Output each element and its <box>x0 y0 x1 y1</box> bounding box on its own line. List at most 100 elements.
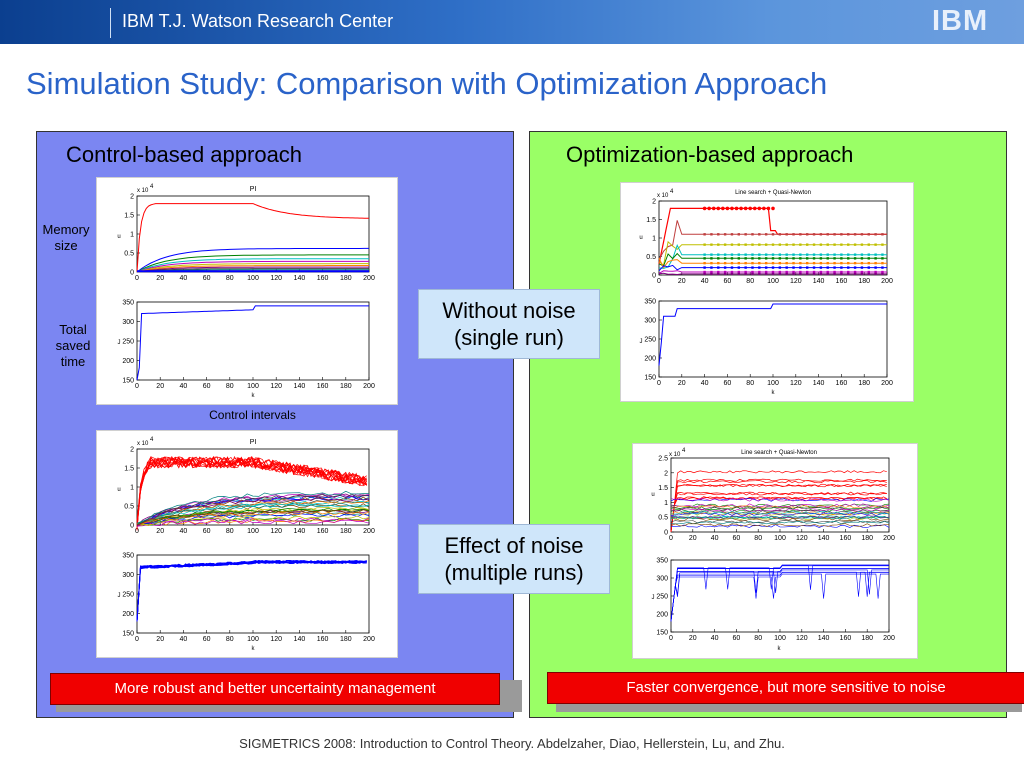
plot-b-title: PI <box>250 439 257 446</box>
plot-c-red-marker <box>766 206 771 211</box>
plot-d-top-xtick-label: 160 <box>840 535 852 542</box>
plot-c-top-xtick-label: 160 <box>836 278 848 285</box>
effect-of-noise-callout: Effect of noise (multiple runs) <box>418 524 610 594</box>
plot-c-marker <box>806 270 809 274</box>
plot-c-marker <box>703 233 706 236</box>
plot-b-bottom-ytick-label: 150 <box>122 631 134 638</box>
plot-c-red-marker <box>762 206 766 211</box>
plot-c-marker <box>730 270 734 274</box>
plot-c-marker <box>703 253 706 256</box>
plot-c-red-marker <box>771 206 775 211</box>
effect-of-noise-text: Effect of noise (multiple runs) <box>444 533 584 585</box>
plot-c-marker <box>703 272 706 276</box>
plot-b-run <box>136 490 369 524</box>
plot-c-marker <box>758 257 761 260</box>
without-noise-text: Without noise (single run) <box>442 298 576 350</box>
plot-b-bottom-xtick-label: 160 <box>317 636 329 643</box>
plot-c-marker <box>826 266 829 269</box>
plot-a-bottom-xtick-label: 80 <box>226 383 234 390</box>
plot-c-marker <box>778 261 782 265</box>
plot-c-marker <box>826 253 829 256</box>
plot-b-run <box>136 496 370 527</box>
plot-c-marker <box>737 257 740 260</box>
plot-c-marker <box>881 272 884 276</box>
plot-c-marker <box>785 257 788 260</box>
plot-c-marker <box>723 253 727 256</box>
optimization-bottom-bar: Faster convergence, but more sensitive t… <box>547 672 1024 704</box>
plot-d-run <box>670 517 890 522</box>
plot-b-j-run <box>136 560 367 622</box>
plot-c-top-xtick-label: 140 <box>813 278 825 285</box>
plot-c-marker <box>860 257 864 260</box>
plot-c-marker <box>723 257 727 260</box>
plot-d-run <box>671 505 890 509</box>
plot-c-bottom-xtick-label: 0 <box>657 380 661 387</box>
plot-c-j-series <box>658 303 887 366</box>
plot-c-bottom-xtick-label: 200 <box>881 380 893 387</box>
plot-c-marker <box>860 270 864 274</box>
plot-a-top-xtick-label: 140 <box>294 275 306 282</box>
plot-c-marker <box>723 266 727 269</box>
plot-c-marker <box>812 266 816 269</box>
plot-c-marker <box>819 253 823 256</box>
plot-c-marker <box>867 266 870 269</box>
plot-d-bottom-xtick-label: 0 <box>669 635 673 642</box>
control-noise-plot: PI x 10 4 0 0.5 1 1.5 2 0 20 40 60 80 100 120 140 160 180… <box>96 430 398 658</box>
plot-c-marker <box>751 233 754 236</box>
plot-c-marker <box>853 233 857 236</box>
plot-c-red-marker <box>707 206 711 211</box>
plot-c-marker <box>881 253 884 256</box>
plot-a-exp: 4 <box>150 184 154 190</box>
plot-c-marker <box>737 243 740 246</box>
plot-c-marker <box>717 270 720 274</box>
plot-c-marker <box>812 253 816 256</box>
plot-b-run <box>136 503 370 525</box>
plot-c-marker <box>792 253 795 256</box>
without-noise-callout: Without noise (single run) <box>418 289 600 359</box>
plot-c-marker <box>723 272 727 276</box>
plot-b-bottom-xtick-label: 100 <box>247 636 259 643</box>
plot-a-series-6 <box>136 266 369 273</box>
plot-c-top-ytick-label: 0 <box>652 273 656 280</box>
plot-c-marker <box>723 270 727 274</box>
plot-c-top-xtick-label: 80 <box>746 278 754 285</box>
plot-c-marker <box>771 261 775 265</box>
plot-c-marker <box>853 272 857 276</box>
memory-size-label: Memory size <box>42 222 90 253</box>
plot-a-title: PI <box>250 186 257 193</box>
plot-c-jlabel: J <box>640 339 643 345</box>
plot-a-bottom-xtick-label: 0 <box>135 383 139 390</box>
header-separator <box>110 8 111 38</box>
plot-c-bottom-ytick-label: 250 <box>644 337 656 344</box>
plot-d-bottom-ytick-label: 250 <box>656 594 668 601</box>
plot-c-marker <box>764 261 768 265</box>
plot-c-marker <box>819 266 823 269</box>
plot-c-marker <box>764 272 768 276</box>
plot-b-bottom-xtick-label: 80 <box>226 636 234 643</box>
plot-c-marker <box>751 257 754 260</box>
plot-b-j-run <box>136 559 367 622</box>
plot-c-marker <box>764 270 768 274</box>
plot-d-run <box>670 497 890 502</box>
plot-c-marker <box>730 253 734 256</box>
plot-c-marker <box>744 233 747 236</box>
plot-b-top-xtick-label: 80 <box>226 528 234 535</box>
plot-c-marker <box>730 261 734 265</box>
plot-c-marker <box>710 243 713 246</box>
plot-c-marker <box>764 243 768 246</box>
plot-c-marker <box>819 272 823 276</box>
plot-c-marker <box>723 243 727 246</box>
plot-c-marker <box>785 272 788 276</box>
plot-c-marker <box>717 257 720 260</box>
plot-c-marker <box>874 233 877 236</box>
plot-d-bottom-xtick-label: 80 <box>754 635 762 642</box>
plot-b-top-xtick-label: 140 <box>294 528 306 535</box>
plot-b-bottom-xtick-label: 120 <box>270 636 282 643</box>
optimization-noise-plot: Line search + Quasi-Newton x 10 4 0 0.5 1 1.5 2… <box>632 443 918 659</box>
plot-c-red-marker <box>725 206 730 211</box>
plot-c-marker <box>771 272 775 276</box>
plot-c-marker <box>717 233 720 236</box>
plot-c-bottom-ytick-label: 300 <box>644 318 656 325</box>
